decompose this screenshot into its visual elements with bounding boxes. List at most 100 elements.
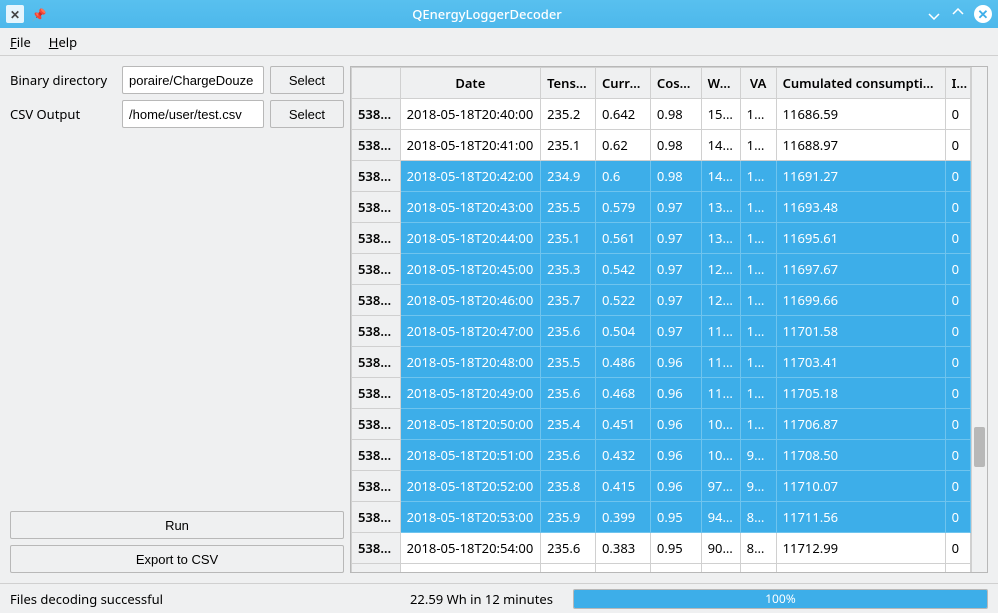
row-header[interactable]: 53859 — [352, 533, 401, 564]
cell-id[interactable]: 0 — [945, 409, 970, 440]
col-date[interactable]: Date — [400, 68, 540, 99]
cell-watt[interactable]: 90.... — [701, 533, 740, 564]
cell-date[interactable]: 2018-05-18T20:54:00 — [400, 533, 540, 564]
col-watt[interactable]: Watt — [701, 68, 740, 99]
cell-id[interactable]: 0 — [945, 533, 970, 564]
cell-watt[interactable]: 11... — [701, 316, 740, 347]
cell-cosphi[interactable]: 0.97 — [650, 285, 701, 316]
cell-cum[interactable]: 11706.87 — [776, 409, 945, 440]
table-row[interactable]: 538562018-05-18T20:51:00235.60.4320.9610… — [352, 440, 971, 471]
cell-watt[interactable]: 97.... — [701, 471, 740, 502]
cell-cosphi[interactable]: 0.96 — [650, 471, 701, 502]
row-header[interactable]: 53853 — [352, 347, 401, 378]
cell-date[interactable]: 2018-05-18T20:47:00 — [400, 316, 540, 347]
table-row[interactable]: 538472018-05-18T20:42:00234.90.60.9814..… — [352, 161, 971, 192]
table-row[interactable]: 538572018-05-18T20:52:00235.80.4150.9697… — [352, 471, 971, 502]
cell-cosphi[interactable]: 0.97 — [650, 192, 701, 223]
row-header[interactable]: 53860 — [352, 564, 401, 573]
cell-cum[interactable]: 11710.07 — [776, 471, 945, 502]
cell-date[interactable]: 2018-05-18T20:45:00 — [400, 254, 540, 285]
cell-date[interactable]: 2018-05-18T20:51:00 — [400, 440, 540, 471]
cell-current[interactable]: 0.468 — [595, 378, 650, 409]
cell-cosphi[interactable]: 0.96 — [650, 440, 701, 471]
cell-cosphi[interactable]: 0.98 — [650, 99, 701, 130]
cell-cosphi[interactable]: 0.98 — [650, 130, 701, 161]
run-button[interactable]: Run — [10, 511, 344, 539]
cell-date[interactable]: 2018-05-18T20:48:00 — [400, 347, 540, 378]
cell-date[interactable]: 2018-05-18T20:44:00 — [400, 223, 540, 254]
cell-tension[interactable]: 235.2 — [541, 99, 596, 130]
cell-id[interactable]: 0 — [945, 440, 970, 471]
row-header[interactable]: 53856 — [352, 440, 401, 471]
cell-date[interactable]: 2018-05-18T20:40:00 — [400, 99, 540, 130]
cell-tension[interactable]: 235.6 — [541, 316, 596, 347]
app-menu-icon[interactable]: ✕ — [6, 5, 24, 23]
pin-icon[interactable]: 📌 — [30, 5, 48, 23]
cell-tension[interactable]: 235.7 — [541, 564, 596, 573]
table-row[interactable]: 538522018-05-18T20:47:00235.60.5040.9711… — [352, 316, 971, 347]
cell-cum[interactable]: 11712.99 — [776, 533, 945, 564]
row-header[interactable]: 53848 — [352, 192, 401, 223]
cell-cosphi[interactable]: 0.98 — [650, 161, 701, 192]
cell-tension[interactable]: 235.1 — [541, 130, 596, 161]
cell-watt[interactable]: 15... — [701, 99, 740, 130]
cell-va[interactable]: 11... — [740, 316, 776, 347]
col-cosphi[interactable]: CosPhi — [650, 68, 701, 99]
table-row[interactable]: 538462018-05-18T20:41:00235.10.620.9814.… — [352, 130, 971, 161]
cell-cum[interactable]: 11695.61 — [776, 223, 945, 254]
cell-current[interactable]: 0.399 — [595, 502, 650, 533]
cell-id[interactable]: 0 — [945, 192, 970, 223]
cell-cum[interactable]: 11691.27 — [776, 161, 945, 192]
table-row[interactable]: 538512018-05-18T20:46:00235.70.5220.9712… — [352, 285, 971, 316]
cell-date[interactable]: 2018-05-18T20:49:00 — [400, 378, 540, 409]
cell-tension[interactable]: 235.1 — [541, 223, 596, 254]
cell-current[interactable]: 0.6 — [595, 161, 650, 192]
cell-current[interactable]: 0.367 — [595, 564, 650, 573]
cell-current[interactable]: 0.642 — [595, 99, 650, 130]
table-row[interactable]: 538502018-05-18T20:45:00235.30.5420.9712… — [352, 254, 971, 285]
cell-watt[interactable]: 12... — [701, 254, 740, 285]
menu-file[interactable]: File — [10, 33, 31, 51]
table-row[interactable]: 538592018-05-18T20:54:00235.60.3830.9590… — [352, 533, 971, 564]
cell-watt[interactable]: 10... — [701, 409, 740, 440]
row-header[interactable]: 53852 — [352, 316, 401, 347]
cell-id[interactable]: 0 — [945, 161, 970, 192]
cell-date[interactable]: 2018-05-18T20:50:00 — [400, 409, 540, 440]
cell-id[interactable]: 0 — [945, 316, 970, 347]
cell-current[interactable]: 0.486 — [595, 347, 650, 378]
row-header[interactable]: 53851 — [352, 285, 401, 316]
scrollbar-thumb[interactable] — [974, 427, 985, 467]
row-header[interactable]: 53850 — [352, 254, 401, 285]
table-row[interactable]: 538492018-05-18T20:44:00235.10.5610.9713… — [352, 223, 971, 254]
col-va[interactable]: VA — [740, 68, 776, 99]
cell-watt[interactable]: 13... — [701, 192, 740, 223]
cell-va[interactable]: 89... — [740, 502, 776, 533]
cell-cosphi[interactable]: 0.96 — [650, 378, 701, 409]
cell-current[interactable]: 0.451 — [595, 409, 650, 440]
cell-cum[interactable]: 11703.41 — [776, 347, 945, 378]
cell-cum[interactable]: 11693.48 — [776, 192, 945, 223]
cell-current[interactable]: 0.504 — [595, 316, 650, 347]
cell-cum[interactable]: 11714.36 — [776, 564, 945, 573]
row-header[interactable]: 53855 — [352, 409, 401, 440]
cell-id[interactable]: 0 — [945, 471, 970, 502]
cell-va[interactable]: 97... — [740, 440, 776, 471]
cell-va[interactable]: 10... — [740, 378, 776, 409]
close-icon[interactable]: ✕ — [974, 5, 992, 23]
table-row[interactable]: 538482018-05-18T20:43:00235.50.5790.9713… — [352, 192, 971, 223]
col-current[interactable]: Current — [595, 68, 650, 99]
cell-tension[interactable]: 235.9 — [541, 502, 596, 533]
cell-watt[interactable]: 11... — [701, 378, 740, 409]
cell-cum[interactable]: 11701.58 — [776, 316, 945, 347]
row-header[interactable]: 53857 — [352, 471, 401, 502]
cell-id[interactable]: 0 — [945, 502, 970, 533]
cell-watt[interactable]: 13... — [701, 223, 740, 254]
binary-dir-select-button[interactable]: Select — [270, 66, 344, 94]
cell-tension[interactable]: 235.6 — [541, 440, 596, 471]
row-header[interactable]: 53846 — [352, 130, 401, 161]
cell-va[interactable]: 82 — [740, 564, 776, 573]
cell-cum[interactable]: 11686.59 — [776, 99, 945, 130]
cell-cosphi[interactable]: 0.97 — [650, 254, 701, 285]
cell-cosphi[interactable]: 0.96 — [650, 409, 701, 440]
cell-va[interactable]: 10... — [740, 409, 776, 440]
